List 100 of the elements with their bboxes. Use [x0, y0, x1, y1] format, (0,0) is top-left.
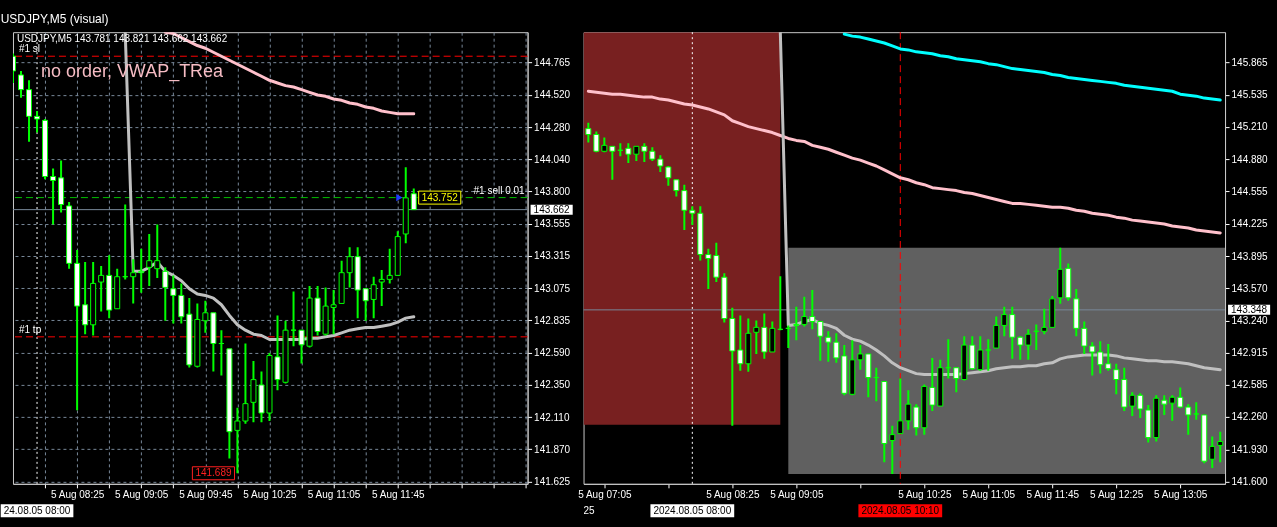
y-tick-label: 144.765 — [534, 56, 571, 68]
ref-line-label: #1 tp — [18, 323, 42, 335]
candlestick — [410, 187, 417, 211]
candlestick — [138, 247, 145, 294]
y-tick-label: 143.555 — [534, 218, 571, 230]
candlestick — [1137, 392, 1144, 419]
x-tick-label: 5 Aug 08:25 — [50, 489, 105, 501]
y-tick-label: 141.870 — [534, 443, 571, 455]
y-tick-label: 143.075 — [534, 282, 571, 294]
candlestick — [985, 338, 992, 372]
x-tick-label: 5 Aug 08:25 — [706, 489, 760, 501]
candlestick — [993, 315, 1000, 350]
candlestick — [793, 305, 800, 342]
candlestick — [641, 142, 648, 164]
y-tick-label: 144.555 — [1231, 185, 1269, 197]
y-tick-label: 143.570 — [1231, 282, 1269, 294]
x-tick-label: 5 Aug 11:05 — [962, 489, 1016, 501]
candlestick — [977, 335, 984, 372]
candlestick — [865, 352, 872, 399]
ref-line-label: 143.348 — [1231, 303, 1268, 315]
x-tick-label: 5 Aug 09:05 — [115, 489, 169, 501]
candlestick — [1161, 394, 1168, 416]
candlestick — [1129, 391, 1136, 417]
candlestick — [370, 275, 377, 320]
ref-line-label: 143.662 — [533, 203, 571, 215]
annotation: 143.752 — [421, 191, 459, 203]
y-tick-label: 142.915 — [1231, 346, 1269, 358]
candlestick — [825, 330, 832, 363]
y-tick-label: 144.040 — [534, 153, 571, 165]
candlestick — [1001, 305, 1008, 338]
candlestick — [929, 356, 936, 413]
candlestick — [953, 366, 960, 394]
x-tick-label: 5 Aug 07:05 — [578, 489, 632, 501]
candlestick — [809, 288, 816, 331]
candlestick — [609, 145, 616, 181]
candlestick — [1017, 335, 1024, 361]
ref-line-label: #1 sl — [18, 43, 41, 55]
x-tick-label: 5 Aug 13:05 — [1154, 489, 1208, 501]
candlestick — [1097, 340, 1104, 375]
x-tick-label: 5 Aug 12:25 — [1090, 489, 1144, 501]
line-series — [586, 89, 1222, 235]
candlestick — [50, 167, 57, 226]
candlestick — [154, 223, 161, 280]
candlestick — [1185, 403, 1192, 436]
y-tick-label: 143.315 — [534, 250, 571, 262]
candlestick — [1169, 394, 1176, 422]
candlestick — [1193, 401, 1200, 421]
candlestick — [1209, 435, 1216, 470]
candlestick — [1089, 341, 1096, 377]
candlestick — [1009, 305, 1016, 360]
y-tick-label: 145.210 — [1231, 121, 1269, 133]
candlestick — [905, 389, 912, 431]
y-tick-label: 142.350 — [534, 379, 571, 391]
y-tick-label: 142.110 — [534, 411, 570, 423]
candlestick — [378, 269, 385, 308]
candlestick — [969, 335, 976, 371]
y-tick-label: 143.800 — [534, 185, 571, 197]
candlestick — [82, 261, 89, 336]
candlestick — [665, 165, 672, 187]
candlestick — [162, 266, 169, 322]
candlestick — [705, 247, 712, 290]
y-tick-label: 145.535 — [1231, 89, 1269, 101]
candlestick — [1081, 320, 1088, 355]
candlestick — [689, 205, 696, 227]
ref-line-label: 24.08.05 08:00 — [3, 504, 71, 516]
candlestick — [897, 377, 904, 435]
y-tick-label: 142.585 — [1231, 379, 1269, 391]
candlestick — [386, 247, 393, 285]
candlestick — [625, 142, 632, 165]
candlestick — [1041, 307, 1048, 336]
candlestick — [737, 314, 744, 372]
y-tick-label: 142.835 — [534, 314, 571, 326]
y-tick-label: 141.625 — [534, 476, 571, 488]
candlestick — [857, 344, 864, 371]
candlestick — [913, 403, 920, 437]
y-tick-label: 144.880 — [1231, 153, 1269, 165]
x-tick-label: 5 Aug 11:45 — [371, 489, 425, 501]
x-tick-label: 5 Aug 10:25 — [898, 489, 952, 501]
y-tick-label: 145.865 — [1231, 56, 1269, 68]
candlestick — [801, 295, 808, 328]
candlestick — [1113, 362, 1120, 396]
candlestick — [833, 332, 840, 364]
candlestick — [713, 241, 720, 284]
ref-line-label: 2024.08.05 10:10 — [861, 504, 940, 516]
x-tick-label: 5 Aug 10:25 — [243, 489, 298, 501]
candlestick — [1105, 343, 1112, 372]
candlestick — [769, 320, 776, 353]
candlestick — [18, 69, 24, 99]
y-tick-label: 142.260 — [1231, 411, 1269, 423]
y-tick-label: 144.280 — [534, 121, 571, 133]
y-tick-label: 141.930 — [1231, 443, 1269, 455]
chart-title: USDJPY,M5 (visual) — [0, 11, 109, 26]
candlestick — [1025, 328, 1032, 361]
candlestick — [98, 265, 105, 313]
ref-line-label: 2024.08.05 08:00 — [653, 504, 732, 516]
candlestick — [362, 287, 369, 322]
y-tick-label: 144.225 — [1231, 218, 1269, 230]
candlestick — [146, 232, 153, 288]
candlestick — [585, 121, 592, 144]
candlestick — [753, 319, 760, 355]
